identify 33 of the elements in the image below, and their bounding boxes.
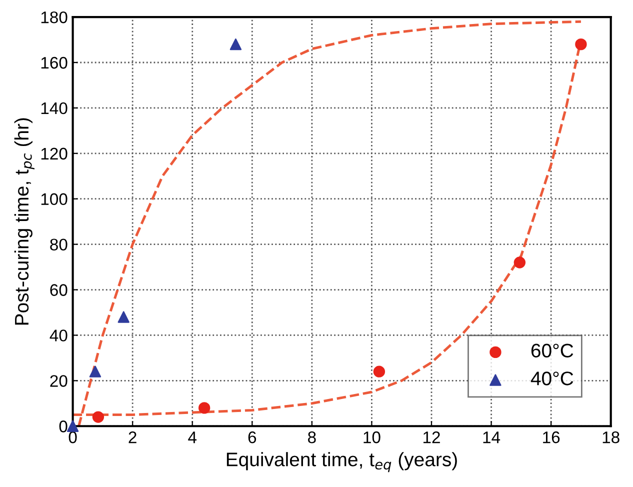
point [373,366,386,378]
x-tick-label: 2 [128,431,136,444]
point [66,420,79,432]
point [575,38,587,50]
y-tick-label: 20 [50,375,68,387]
legend-label: 40°C [530,372,574,386]
point [92,411,104,423]
x-tick-label: 6 [248,431,256,444]
y-tick-label: 40 [50,330,68,342]
point [514,256,526,268]
y-tick-label: 120 [41,148,68,160]
point [118,311,130,323]
x-tick-label: 0 [68,431,77,444]
legend-label: 60°C [531,344,574,358]
point [89,366,102,378]
y-tick-label: 60 [50,284,68,296]
y-axis-title: Post-curing time, t$_{pc}$ (hr) [14,118,34,325]
y-tick-label: 160 [41,56,68,69]
point [198,402,210,414]
x-tick-label: 12 [424,431,440,444]
x-axis-title: Equivalent time, t$_{eq}$ (years) [226,452,457,472]
y-tick-label: 80 [50,238,68,251]
x-tick-label: 16 [543,431,560,444]
y-tick-label: 100 [41,193,68,206]
x-tick-label: 4 [188,432,197,444]
y-tick-label: 0 [59,420,68,432]
y-tick-label: 140 [41,102,68,114]
point [230,38,242,50]
y-tick-label: 180 [41,11,68,24]
x-tick-label: 8 [308,431,316,444]
x-tick-label: 10 [364,431,380,444]
x-tick-label: 18 [602,431,620,444]
x-tick-label: 14 [483,432,500,444]
